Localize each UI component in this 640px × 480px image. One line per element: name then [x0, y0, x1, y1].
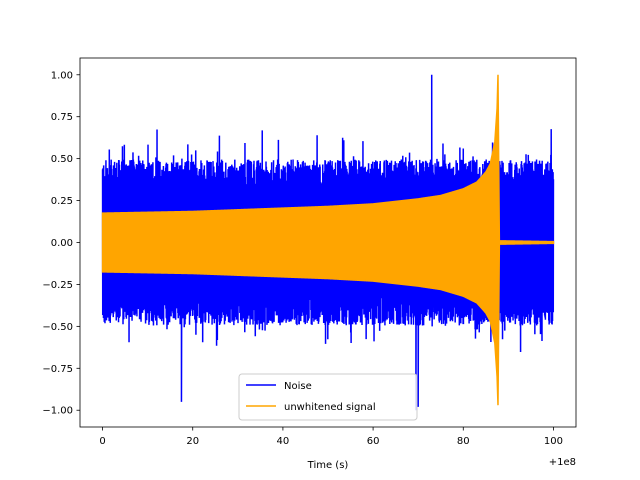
y-tick-label: −0.75 — [42, 364, 73, 375]
x-tick-label: 40 — [277, 436, 290, 447]
x-tick-label: 100 — [544, 436, 563, 447]
x-tick-label: 60 — [367, 436, 380, 447]
legend: Noise unwhitened signal — [238, 373, 418, 421]
y-tick-label: −1.00 — [42, 406, 73, 417]
y-tick-label: −0.50 — [42, 322, 73, 333]
x-tick-label: 80 — [457, 436, 470, 447]
legend-label-noise: Noise — [284, 381, 312, 392]
series-unwhitened-signal-line — [101, 74, 555, 406]
y-tick-label: 0.50 — [51, 154, 73, 165]
plot-area — [101, 74, 555, 411]
y-tick-label: −0.25 — [42, 280, 73, 291]
legend-frame — [238, 373, 418, 421]
y-tick-label: 1.00 — [51, 70, 73, 81]
x-tick-label: 0 — [99, 436, 105, 447]
x-axis-label: Time (s) — [307, 460, 349, 471]
y-tick-label: 0.75 — [51, 112, 73, 123]
x-tick-label: 20 — [186, 436, 199, 447]
x-axis-offset-label: +1e8 — [549, 457, 576, 468]
axes: 0 20 40 60 80 100 −1.00 −0.75 −0.50 −0.25 0.00 0.25… — [42, 57, 577, 447]
y-tick-label: 0.25 — [51, 196, 73, 207]
legend-label-unwhitened-signal: unwhitened signal — [284, 402, 376, 413]
y-tick-label: 0.00 — [51, 238, 73, 249]
